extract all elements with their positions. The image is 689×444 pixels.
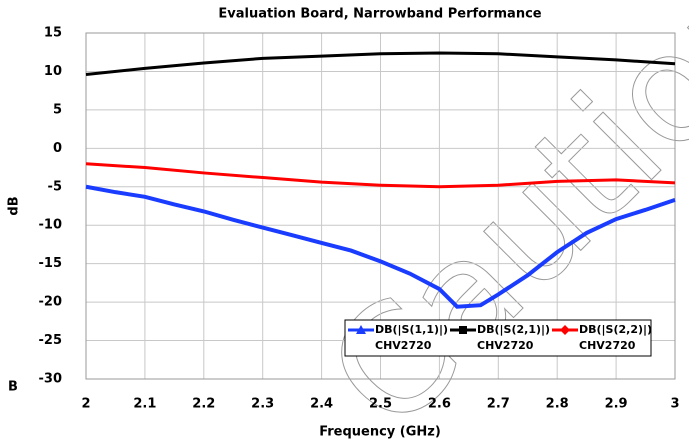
legend-label: DB(|S(2,2)|) — [579, 323, 652, 336]
plot-frame — [85, 32, 676, 380]
legend-label: DB(|S(1,1)|) — [375, 323, 448, 336]
series-line — [85, 51, 676, 77]
chart-title: Evaluation Board, Narrowband Performance — [218, 7, 541, 22]
y-axis-label: dB — [7, 196, 22, 215]
y-tick-label: -15 — [39, 256, 63, 271]
legend-marker — [560, 325, 570, 335]
y-tick-label: -20 — [39, 295, 63, 310]
x-tick-label: 2.5 — [369, 397, 392, 412]
watermark: Caution — [296, 0, 689, 444]
stray-text: B — [8, 380, 18, 395]
legend-source: CHV2720 — [579, 339, 636, 352]
x-tick-label: 2.6 — [428, 397, 451, 412]
series-line — [85, 162, 676, 189]
x-axis-label: Frequency (GHz) — [319, 425, 441, 440]
legend-marker — [356, 325, 366, 334]
x-tick-label: 2.3 — [251, 397, 274, 412]
x-tick-label: 2.9 — [605, 397, 628, 412]
y-tick-label: 5 — [53, 102, 62, 117]
y-tick-label: 15 — [44, 26, 62, 41]
x-tick-label: 2.8 — [546, 397, 569, 412]
legend-source: CHV2720 — [477, 339, 534, 352]
x-tick-label: 2.4 — [310, 397, 333, 412]
x-tick-label: 2.2 — [192, 397, 215, 412]
series-line — [85, 184, 676, 309]
y-tick-label: -30 — [39, 372, 63, 387]
svg-text:Caution: Caution — [296, 0, 689, 444]
legend-source: CHV2720 — [375, 339, 432, 352]
x-tick-label: 2.1 — [133, 397, 156, 412]
legend-label: DB(|S(2,1)|) — [477, 323, 550, 336]
y-tick-label: -25 — [39, 333, 63, 348]
legend-box — [344, 319, 652, 357]
legend: DB(|S(1,1)|) CHV2720 DB(|S(2,1)|) CHV2720 DB… — [344, 319, 652, 357]
x-tick-label: 2 — [81, 397, 90, 412]
y-tick-label: 0 — [53, 141, 62, 156]
x-tick-label: 3 — [670, 397, 679, 412]
y-tick-label: -10 — [39, 218, 63, 233]
y-tick-label: -5 — [48, 179, 62, 194]
x-tick-label: 2.7 — [487, 397, 510, 412]
legend-marker — [459, 326, 467, 334]
y-tick-label: 10 — [44, 64, 62, 79]
